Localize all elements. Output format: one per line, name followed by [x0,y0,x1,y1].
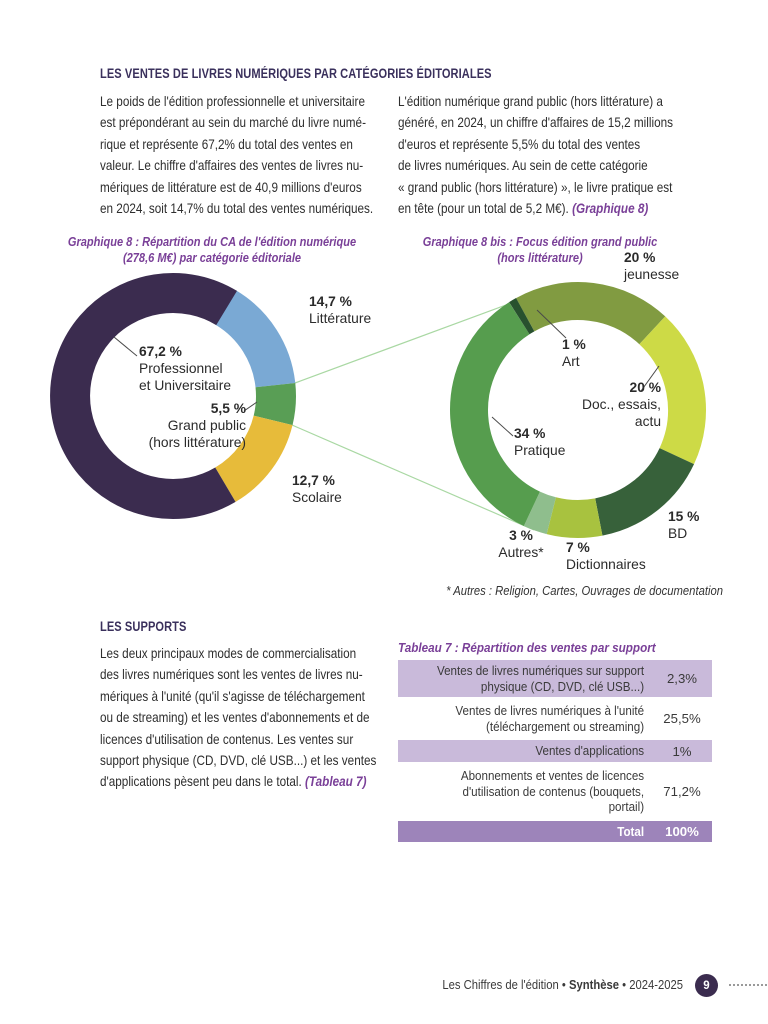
chart-label-doc-essais: 20 % Doc., essais, actu [551,380,661,430]
label-value: 15 % [668,509,700,524]
label-value: 7 % [566,540,590,555]
donut-segment-dictionnaires [546,497,603,538]
donut-segment-art [509,298,535,335]
paragraph-column-right: L'édition numérique grand public (hors l… [398,91,691,219]
paragraph-supports: Les deux principaux modes de commerciali… [100,643,393,793]
leader-line-pratique [491,416,514,437]
section-heading-supports: LES SUPPORTS [100,619,187,634]
label-value: 3 % [509,528,533,543]
donut-segment-jeunesse [516,282,666,345]
chart-label-jeunesse: 20 % jeunesse [624,250,679,284]
donut-charts-figure [50,273,706,538]
label-value: 14,7 % [309,294,352,309]
donut-segment-grand-public-hors-litt-rature- [253,382,296,426]
dotted-line [729,984,767,986]
chart-label-art: 1 % Art [562,337,586,371]
label-name: Grand public (hors littérature) [148,417,246,450]
footer-title: Les Chiffres de l'édition • Synthèse • 2… [422,978,683,992]
row-value: 71,2% [663,783,701,799]
donut-segment-scolaire [214,414,293,502]
label-name: Dictionnaires [566,556,646,572]
footer-part1: Les Chiffres de l'édition • [442,978,569,992]
footer-bold: Synthèse [568,978,620,992]
label-value: 12,7 % [292,473,335,488]
leader-line-art [536,309,567,339]
label-name: jeunesse [624,266,680,282]
row-value: 1% [672,743,692,759]
table-row-applications: Ventes d'applications 1% [398,740,712,762]
label-name: Art [562,353,580,369]
chart-title-graphique-8: Graphique 8 : Répartition du CA de l'édi… [67,234,357,265]
label-name: Littérature [309,310,372,326]
tableau-7-reference: (Tableau 7) [305,774,367,790]
row-label: Ventes d'applications [535,743,645,759]
chart-label-scolaire: 12,7 % Scolaire [292,473,342,507]
label-name: Doc., essais, actu [582,396,661,429]
label-value: 67,2 % [139,344,182,359]
paragraph-text: Les deux principaux modes de commerciali… [100,646,377,790]
donut-segment-professionnel-et-universitaire [50,273,237,519]
label-name: BD [668,525,688,541]
label-name: Professionnel et Universitaire [139,360,232,393]
leader-line-doc-essais [640,365,660,392]
chart-footnote-autres: * Autres : Religion, Cartes, Ouvrages de… [446,583,723,598]
chart-label-pratique: 34 % Pratique [514,426,565,460]
chart-label-grand-public: 5,5 % Grand public (hors littérature) [122,401,246,451]
table-row-abonnements: Abonnements et ventes de licences d'util… [398,765,712,818]
row-label: Ventes de livres numériques à l'unité (t… [455,703,645,734]
graphique-8-reference: (Graphique 8) [572,201,649,217]
donut-chart-graphique-8bis [450,282,706,538]
donut-segment-doc-essais-actu [638,316,706,465]
leader-line-professionnel [113,336,138,357]
chart-title-graphique-8bis: Graphique 8 bis : Focus édition grand pu… [422,234,658,265]
label-name: Scolaire [292,489,342,505]
paragraph-column-left: Le poids de l'édition professionnelle et… [100,94,374,217]
label-value: 5,5 % [210,401,246,416]
chart-label-autres: 3 % Autres* [482,528,560,562]
row-value: 2,3% [666,671,698,687]
row-label: Ventes de livres numériques sur support … [437,663,645,694]
leader-line-grand-public [243,401,258,412]
donut-segment-litt-rature [215,290,296,388]
zoom-connector-line-top [294,301,515,384]
row-label: Abonnements et ventes de licences d'util… [460,767,645,815]
chart-label-bd: 15 % BD [668,509,699,543]
donut-segment-pratique [450,302,541,527]
donut-chart-graphique-8 [50,273,296,519]
label-value: 34 % [514,426,546,441]
table-row-unite: Ventes de livres numériques à l'unité (t… [398,700,712,737]
row-value: 100% [665,824,699,840]
section-heading-ventes: LES VENTES DE LIVRES NUMÉRIQUES PAR CATÉ… [100,66,492,81]
paragraph-text: L'édition numérique grand public (hors l… [398,94,673,217]
chart-label-dictionnaires: 7 % Dictionnaires [566,540,646,574]
label-value: 20 % [624,250,656,265]
page-number-badge: 9 [695,974,718,997]
row-label: Total [617,823,645,839]
row-value: 25,5% [663,711,701,727]
table-repartition-ventes: Ventes de livres numériques sur support … [398,660,712,845]
label-value: 20 % [629,380,661,395]
label-name: Autres* [498,544,544,560]
table-row-total: Total 100% [398,820,712,843]
label-value: 1 % [562,337,586,352]
table-row-support-physique: Ventes de livres numériques sur support … [398,660,712,698]
zoom-connector-line-bottom [291,424,535,531]
label-name: Pratique [514,442,566,458]
donut-segment-autres- [523,491,557,535]
chart-label-litterature: 14,7 % Littérature [309,294,371,328]
donut-segment-bd [594,447,695,536]
chart-label-professionnel: 67,2 % Professionnel et Universitaire [139,344,231,394]
table-title: Tableau 7 : Répartition des ventes par s… [398,640,656,655]
footer-part2: • 2024-2025 [619,978,683,992]
